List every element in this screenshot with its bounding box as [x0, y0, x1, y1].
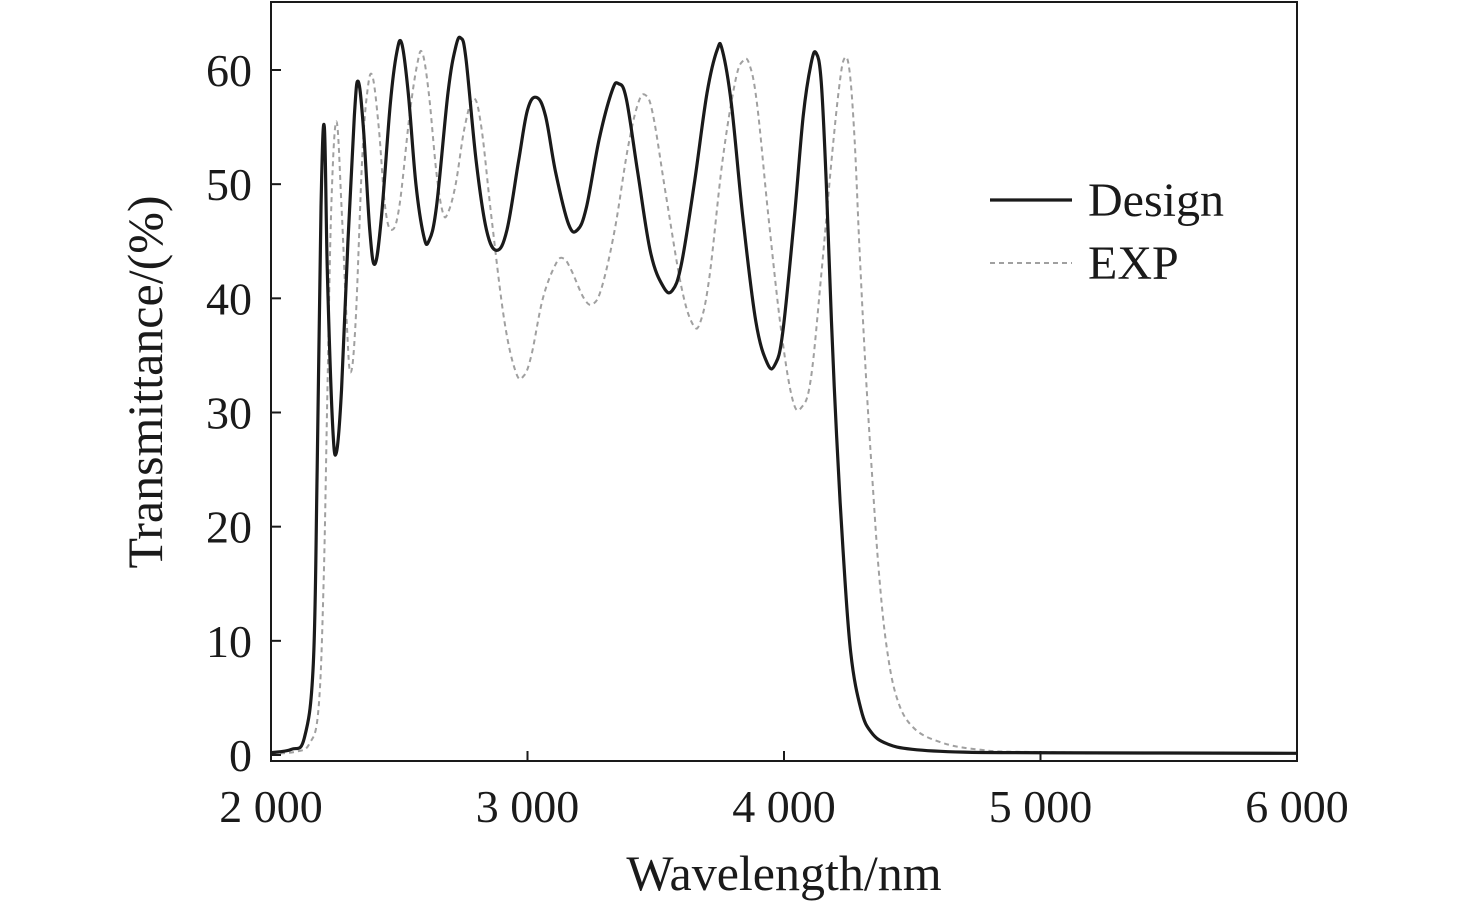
series-layer	[271, 35, 1297, 755]
x-tick-label: 3 000	[476, 781, 580, 832]
legend: Design EXP	[990, 174, 1224, 290]
series-line-design	[271, 35, 1297, 755]
plot-frame	[270, 1, 1298, 762]
y-axis-title: Transmittance/(%)	[117, 195, 173, 568]
legend-label-design: Design	[1088, 174, 1224, 227]
x-tick-label: 4 000	[732, 781, 836, 832]
plot-area	[270, 1, 1298, 762]
y-tick-label: 0	[229, 730, 252, 781]
y-tick-label: 10	[206, 616, 252, 667]
y-tick-label: 40	[206, 273, 252, 324]
x-axis: 2 000 3 000 4 000 5 000 6 000	[219, 751, 1349, 832]
y-tick-label: 60	[206, 45, 252, 96]
y-tick-label: 20	[206, 502, 252, 553]
y-tick-label: 50	[206, 159, 252, 210]
series-line-exp	[271, 49, 1297, 755]
x-tick-label: 2 000	[219, 781, 323, 832]
legend-label-exp: EXP	[1088, 237, 1179, 290]
y-tick-label: 30	[206, 388, 252, 439]
x-axis-title: Wavelength/nm	[626, 845, 941, 901]
x-tick-label: 6 000	[1245, 781, 1349, 832]
y-axis: 0 10 20 30 40 50 60	[206, 45, 281, 781]
x-tick-label: 5 000	[989, 781, 1093, 832]
